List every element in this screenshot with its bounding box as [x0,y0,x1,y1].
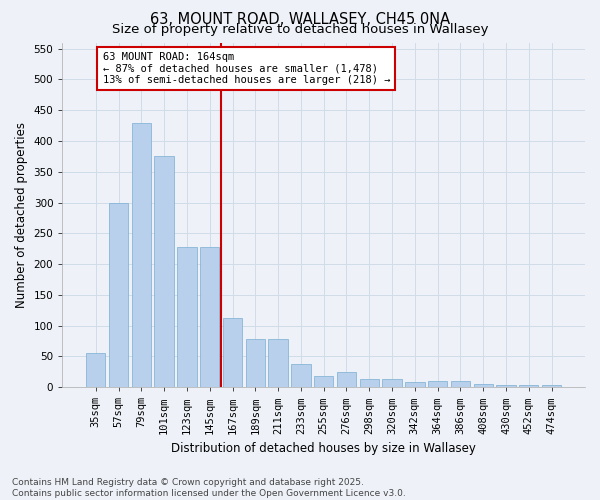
Bar [245,339,265,387]
Bar [519,386,538,387]
Bar [405,382,425,387]
Bar [473,384,493,387]
Bar [268,339,288,387]
Bar [496,386,515,387]
Bar [177,247,197,387]
Bar [314,376,334,387]
Bar [131,122,151,387]
Text: Contains HM Land Registry data © Crown copyright and database right 2025.
Contai: Contains HM Land Registry data © Crown c… [12,478,406,498]
Bar [337,372,356,387]
X-axis label: Distribution of detached houses by size in Wallasey: Distribution of detached houses by size … [171,442,476,455]
Bar [291,364,311,387]
Bar [451,381,470,387]
Bar [109,202,128,387]
Y-axis label: Number of detached properties: Number of detached properties [15,122,28,308]
Bar [223,318,242,387]
Bar [428,381,447,387]
Text: 63, MOUNT ROAD, WALLASEY, CH45 0NA: 63, MOUNT ROAD, WALLASEY, CH45 0NA [150,12,450,28]
Text: Size of property relative to detached houses in Wallasey: Size of property relative to detached ho… [112,22,488,36]
Bar [359,379,379,387]
Bar [200,247,220,387]
Text: 63 MOUNT ROAD: 164sqm
← 87% of detached houses are smaller (1,478)
13% of semi-d: 63 MOUNT ROAD: 164sqm ← 87% of detached … [103,52,390,85]
Bar [154,156,174,387]
Bar [86,354,106,387]
Bar [382,379,402,387]
Bar [542,386,561,387]
